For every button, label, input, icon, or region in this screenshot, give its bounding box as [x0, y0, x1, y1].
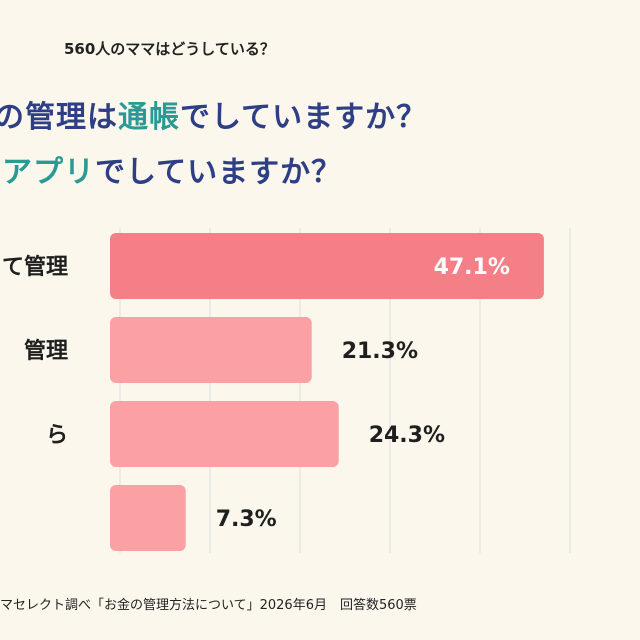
title-line-2-suffix: でしていますか？ — [95, 155, 343, 190]
title-line-1-suffix: でしていますか？ — [180, 100, 428, 135]
bar-1 — [110, 233, 544, 299]
title-line-2-accent: アプリ — [2, 155, 95, 190]
value-label-4: 7.3% — [216, 507, 277, 532]
chart-title-line-2: アプリでしていますか？ — [2, 147, 342, 191]
bar-3 — [110, 401, 339, 467]
value-label-3: 24.3% — [369, 423, 445, 448]
title-line-1-accent: 通帳 — [118, 100, 180, 135]
chart-subtitle: 560人のママはどうしている？ — [64, 40, 275, 58]
category-label-3: ら — [46, 423, 68, 448]
value-label-1: 47.1% — [434, 255, 510, 280]
bar-2 — [110, 317, 312, 383]
category-label-2: 管理 — [24, 338, 68, 364]
bar-4 — [110, 485, 186, 551]
category-label-1: て管理 — [2, 254, 68, 280]
chart-title-line-1: の管理は通帳でしていますか？ — [0, 92, 427, 136]
value-label-2: 21.3% — [342, 339, 418, 364]
title-line-1-prefix: の管理は — [0, 100, 118, 135]
source-footnote: マセレクト調べ「お金の管理方法について」2026年6月 回答数560票 — [0, 598, 417, 613]
